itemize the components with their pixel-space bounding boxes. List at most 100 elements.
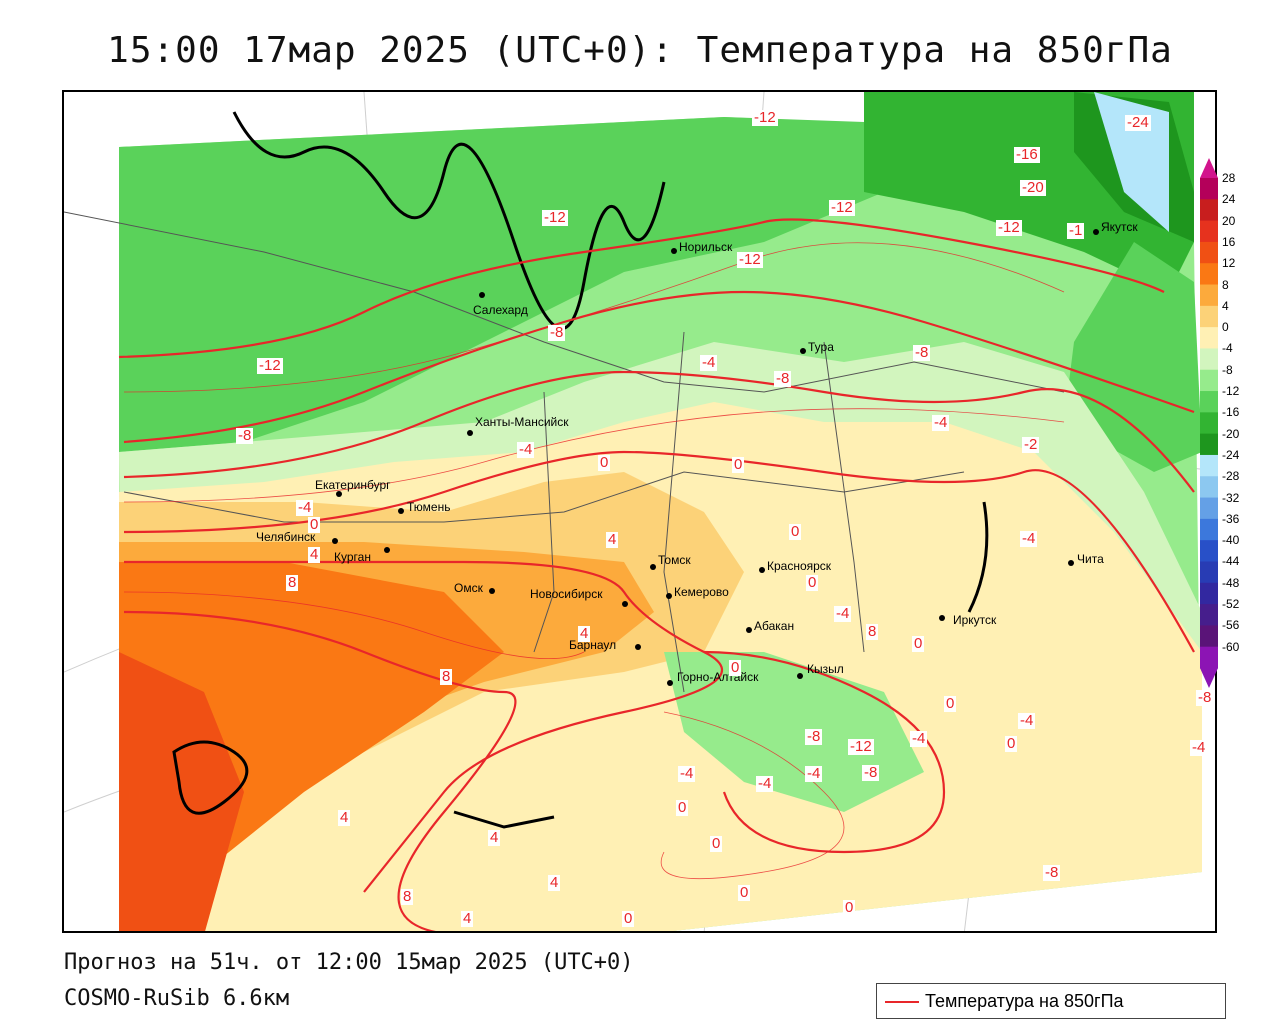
isotherm-label: -4 <box>700 354 718 371</box>
field-bands <box>119 92 1202 931</box>
colorbar-tick-label: -52 <box>1222 597 1240 612</box>
isotherm-label: 0 <box>622 910 635 927</box>
colorbar-tick-label: 16 <box>1222 234 1236 249</box>
colorbar-tick-label: -44 <box>1222 554 1240 569</box>
isotherm-label: 0 <box>732 456 745 473</box>
city-label: Новосибирск <box>530 587 603 601</box>
city-dot <box>800 348 806 354</box>
isotherm-label: -8 <box>1043 864 1061 881</box>
city-label: Екатеринбург <box>315 478 391 492</box>
city-dot <box>1068 560 1074 566</box>
isotherms <box>118 218 1195 931</box>
coastline <box>172 111 989 829</box>
isotherm-label: -16 <box>1014 146 1040 163</box>
colorbar-tick-label: -36 <box>1222 511 1240 526</box>
colorbar-tick-label: 0 <box>1222 320 1229 335</box>
isotherm-label: 0 <box>729 659 742 676</box>
city-dot <box>650 564 656 570</box>
city-label: Горно-Алтайск <box>677 670 759 684</box>
isotherm-label: 4 <box>548 874 561 891</box>
isotherm-label: -4 <box>678 765 696 782</box>
isotherm-label: -8 <box>774 370 792 387</box>
isotherm-label: -8 <box>805 728 823 745</box>
colorbar-swatch <box>1200 433 1218 456</box>
isotherm-label: -24 <box>1125 114 1151 131</box>
forecast-info: Прогноз на 51ч. от 12:00 15мар 2025 (UTC… <box>64 950 634 975</box>
isotherm-label: -8 <box>1196 689 1214 706</box>
city-label: Салехард <box>473 303 528 317</box>
colorbar-tick-label: -48 <box>1222 575 1240 590</box>
colorbar-swatch <box>1200 178 1218 200</box>
colorbar-swatch <box>1200 199 1218 222</box>
city-label: Барнаул <box>569 638 617 652</box>
isotherm-label: -4 <box>517 441 535 458</box>
isotherm-label: -4 <box>1020 530 1038 547</box>
isotherm-label: 8 <box>866 623 879 640</box>
colorbar-swatch <box>1200 241 1218 264</box>
isotherm-label: -4 <box>296 499 314 516</box>
city-dot <box>489 588 495 594</box>
city-dot <box>939 615 945 621</box>
city-label: Курган <box>334 550 371 564</box>
colorbar-swatch <box>1200 646 1218 669</box>
isotherm-label: -4 <box>834 605 852 622</box>
isotherm-label: -8 <box>913 344 931 361</box>
colorbar-swatch <box>1200 327 1218 349</box>
colorbar-swatch <box>1200 369 1218 392</box>
city-label: Ханты-Мансийск <box>475 415 569 429</box>
isotherm-label: 0 <box>676 799 689 816</box>
isotherm-label: 4 <box>338 809 351 826</box>
colorbar-tick-label: -60 <box>1222 639 1240 654</box>
city-dot <box>384 547 390 553</box>
isotherm-label: 0 <box>738 884 751 901</box>
isotherm-label: 0 <box>1005 735 1018 752</box>
city-dot <box>467 430 473 436</box>
legend-label: Температура на 850гПа <box>925 991 1124 1011</box>
isotherm-label: -8 <box>548 324 566 341</box>
isotherm-label: -12 <box>996 219 1022 236</box>
colorbar-tick-label: 4 <box>1222 298 1229 313</box>
isotherm-label: -8 <box>862 764 880 781</box>
isotherm-label: 0 <box>598 454 611 471</box>
colorbar-tick-label: -12 <box>1222 384 1240 399</box>
isotherm-label: -20 <box>1020 179 1046 196</box>
city-dot <box>797 673 803 679</box>
colorbar-tick-label: 24 <box>1222 192 1236 207</box>
isotherm-label: 0 <box>843 899 856 916</box>
colorbar-tick-label: -32 <box>1222 490 1240 505</box>
isotherm-label: 0 <box>912 635 925 652</box>
city-dot <box>1093 229 1099 235</box>
isotherm-label: -12 <box>848 738 874 755</box>
colorbar-swatch <box>1200 391 1218 413</box>
colorbar-swatch <box>1200 220 1218 243</box>
map-area <box>62 90 1217 933</box>
isotherm-label: -4 <box>910 730 928 747</box>
isotherm-label: 8 <box>401 888 414 905</box>
colorbar-swatch <box>1200 604 1218 626</box>
colorbar-swatch <box>1200 284 1218 307</box>
colorbar-swatch <box>1200 454 1218 477</box>
city-label: Кемерово <box>674 585 729 599</box>
colorbar-swatch <box>1200 497 1218 520</box>
city-label: Омск <box>454 581 483 595</box>
isotherm-label: -1 <box>1067 222 1085 239</box>
isotherm-label: -4 <box>932 414 950 431</box>
isotherm-label: 4 <box>308 546 321 563</box>
isotherm-label: -12 <box>829 199 855 216</box>
isotherm-label: 0 <box>308 516 321 533</box>
isotherm-label: -8 <box>236 427 254 444</box>
isotherm-label: -2 <box>1022 436 1040 453</box>
colorbar-swatch <box>1200 540 1218 562</box>
colorbar-tick-label: -8 <box>1222 362 1233 377</box>
city-label: Иркутск <box>953 613 997 627</box>
city-label: Якутск <box>1101 220 1138 234</box>
isotherm-label: 0 <box>806 574 819 591</box>
colorbar <box>1200 158 1218 688</box>
colorbar-tick-label: 28 <box>1222 171 1236 185</box>
colorbar-tick-label: -28 <box>1222 469 1240 484</box>
isotherm-label: 0 <box>710 835 723 852</box>
colorbar-tick-label: -56 <box>1222 618 1240 633</box>
colorbar-tick-label: -20 <box>1222 426 1240 441</box>
city-label: Абакан <box>754 619 795 633</box>
city-label: Норильск <box>679 240 733 254</box>
